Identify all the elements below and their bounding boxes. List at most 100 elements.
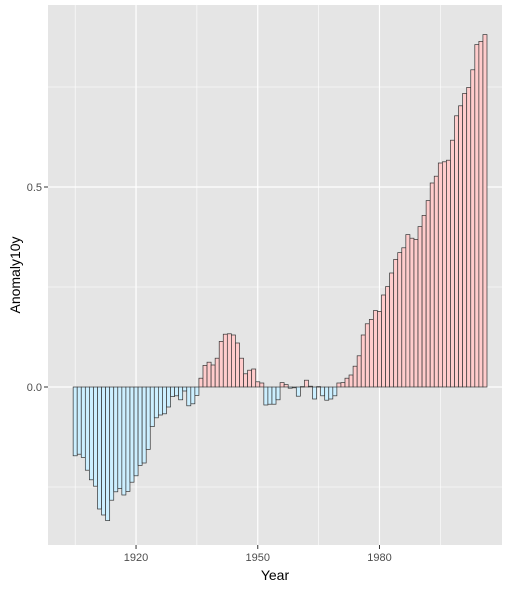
bar-positive xyxy=(218,341,224,388)
bar-positive xyxy=(393,259,399,388)
bar-positive xyxy=(198,377,204,388)
bar-positive xyxy=(279,382,285,388)
y-axis-title: Anomaly10y xyxy=(7,236,23,313)
bar-positive xyxy=(401,247,407,388)
bar-positive xyxy=(283,384,289,388)
bar-positive xyxy=(348,374,354,388)
bar-negative xyxy=(133,386,139,477)
bar-positive xyxy=(226,333,232,388)
bar-negative xyxy=(287,386,293,389)
bar-negative xyxy=(97,386,102,510)
bar-positive xyxy=(474,44,480,388)
bar-positive xyxy=(360,334,366,388)
bar-positive xyxy=(352,365,358,388)
bar-negative xyxy=(129,386,135,483)
bar-negative xyxy=(263,386,269,406)
bar-positive xyxy=(454,115,459,388)
bar-negative xyxy=(84,386,90,471)
bar-negative xyxy=(121,386,127,496)
bar-negative xyxy=(324,386,330,401)
bar-positive xyxy=(251,368,257,388)
bar-negative xyxy=(178,386,184,401)
bar-positive xyxy=(206,361,212,388)
bar-positive xyxy=(202,365,208,388)
x-tick-label: 1920 xyxy=(124,552,148,564)
bar-negative xyxy=(76,386,82,455)
bar-negative xyxy=(149,386,155,427)
x-tick-label: 1980 xyxy=(367,552,391,564)
bar-positive xyxy=(255,381,261,388)
bar-negative xyxy=(117,386,123,489)
bar-negative xyxy=(145,386,151,450)
bar-positive xyxy=(344,377,350,388)
bar-positive xyxy=(385,286,390,388)
bar-positive xyxy=(214,357,220,388)
bar-negative xyxy=(328,386,334,400)
bar-positive xyxy=(446,159,451,388)
bar-negative xyxy=(93,386,98,487)
bar-positive xyxy=(364,323,370,388)
bar-positive xyxy=(377,311,382,388)
bar-negative xyxy=(162,386,167,415)
bar-positive xyxy=(442,161,447,388)
bar-positive xyxy=(336,382,342,388)
bar-negative xyxy=(291,386,297,389)
bar-positive xyxy=(458,105,463,388)
bar-negative xyxy=(295,386,301,397)
bar-positive xyxy=(421,215,427,388)
bar-positive xyxy=(478,41,484,388)
bar-negative xyxy=(194,386,200,396)
bar-negative xyxy=(170,386,175,397)
bar-positive xyxy=(243,373,248,388)
bar-negative xyxy=(109,386,115,501)
bar-negative xyxy=(89,386,94,481)
bar-positive xyxy=(466,87,472,388)
bar-positive xyxy=(482,34,488,388)
bar-positive xyxy=(381,294,386,388)
bar-positive xyxy=(368,319,374,388)
bar-positive xyxy=(231,334,236,388)
y-axis-tick-labels: 0.0 0.5 xyxy=(27,182,42,394)
bar-negative xyxy=(275,386,281,401)
bar-positive xyxy=(316,386,321,388)
bar-negative xyxy=(141,386,147,464)
bar-positive xyxy=(397,252,403,388)
x-axis-tick-labels: 1920 1950 1980 xyxy=(124,552,392,564)
bar-negative xyxy=(182,386,188,392)
bar-negative xyxy=(271,386,277,405)
bar-positive xyxy=(222,333,228,388)
y-tick-label: 0.5 xyxy=(27,182,42,194)
bar-negative xyxy=(113,386,119,493)
bar-positive xyxy=(450,139,455,388)
bar-positive xyxy=(373,310,378,388)
bar-positive xyxy=(210,364,216,388)
bar-positive xyxy=(340,382,346,388)
bar-positive xyxy=(470,69,476,388)
bar-positive xyxy=(425,200,431,388)
bar-negative xyxy=(72,386,78,457)
bar-negative xyxy=(312,386,317,400)
bar-negative xyxy=(190,386,196,405)
x-axis-title: Year xyxy=(261,567,290,583)
bar-positive xyxy=(235,342,240,388)
bar-positive xyxy=(437,162,443,388)
y-tick-label: 0.0 xyxy=(27,382,42,394)
bar-positive xyxy=(389,272,395,388)
bar-positive xyxy=(405,234,411,388)
bar-positive xyxy=(462,93,468,388)
bar-series xyxy=(72,34,488,521)
bar-positive xyxy=(300,386,305,388)
bar-negative xyxy=(158,386,163,416)
bar-negative xyxy=(80,386,86,458)
bar-negative xyxy=(166,386,171,408)
bar-positive xyxy=(239,357,244,388)
bar-negative xyxy=(125,386,131,492)
bar-negative xyxy=(105,386,111,521)
bar-positive xyxy=(356,355,362,388)
axis-ticks xyxy=(44,186,380,549)
bar-positive xyxy=(304,379,309,388)
bar-negative xyxy=(153,386,159,419)
bar-positive xyxy=(247,369,253,388)
bar-positive xyxy=(409,237,415,388)
